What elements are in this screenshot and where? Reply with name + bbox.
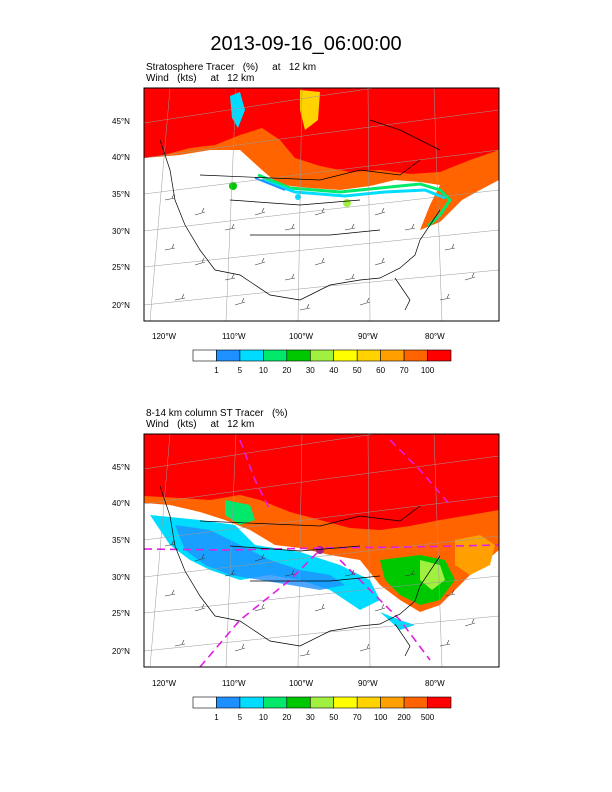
panel2-lon-label: 90°W	[358, 679, 378, 688]
colorbar-label: 100	[421, 366, 435, 375]
panel1-map	[143, 87, 500, 322]
colorbar-label: 500	[421, 713, 435, 722]
panel2-lat-axis: 45°N 40°N 35°N 30°N 25°N 20°N	[112, 463, 130, 656]
colorbar-label: 5	[238, 713, 243, 722]
colorbar-swatch	[309, 349, 335, 362]
colorbar-swatch	[356, 349, 381, 362]
panel1-lon-axis: 120°W 110°W 100°W 90°W 80°W	[152, 332, 445, 341]
panel2-colorbar: 1 5 10 20 30 50 70 100 200 500	[192, 696, 452, 722]
colorbar-swatch	[192, 349, 217, 362]
colorbar-label: 50	[353, 366, 362, 375]
panel1-lat-axis: 45°N 40°N 35°N 30°N 25°N 20°N	[112, 117, 130, 310]
panel1-colorbar: 1 5 10 20 30 40 50 60 70 100	[192, 349, 452, 375]
panel1-lon-label: 120°W	[152, 332, 177, 341]
panel2-lat-label: 30°N	[112, 573, 130, 582]
panel2-lat-label: 25°N	[112, 609, 130, 618]
colorbar-swatch	[333, 349, 358, 362]
colorbar-swatch	[403, 696, 428, 709]
colorbar-label: 10	[259, 713, 268, 722]
panel2-title-line2: Wind (kts) at 12 km	[146, 419, 255, 430]
panel2-lon-label: 80°W	[425, 679, 445, 688]
panel1-lat-label: 40°N	[112, 153, 130, 162]
colorbar-swatch	[356, 696, 381, 709]
panel1-lat-label: 20°N	[112, 301, 130, 310]
panel1-tracer-green-edge	[257, 173, 452, 228]
colorbar-label: 40	[329, 366, 338, 375]
colorbar-swatch	[380, 349, 405, 362]
panel1-lat-label: 45°N	[112, 117, 130, 126]
panel1-lat-label: 30°N	[112, 227, 130, 236]
panel2-lat-label: 20°N	[112, 647, 130, 656]
colorbar-swatch	[380, 696, 405, 709]
colorbar-swatch	[216, 349, 241, 362]
colorbar-swatch	[239, 349, 264, 362]
panel1-title-line2: Wind (kts) at 12 km	[146, 73, 255, 84]
panel1-lat-label: 35°N	[112, 190, 130, 199]
panel2-lat-label: 45°N	[112, 463, 130, 472]
panel1-title-line1: Stratosphere Tracer (%) at 12 km	[146, 62, 317, 73]
colorbar-swatch	[216, 696, 241, 709]
panel2-title-line1: 8-14 km column ST Tracer (%)	[146, 408, 288, 419]
panel2-tracer-red	[144, 434, 499, 530]
panel1-lon-label: 110°W	[222, 332, 246, 341]
colorbar-label: 100	[374, 713, 388, 722]
colorbar-label: 60	[376, 366, 385, 375]
colorbar-swatch	[333, 696, 358, 709]
colorbar-swatch	[403, 349, 428, 362]
panel1-lon-label: 80°W	[425, 332, 445, 341]
colorbar-swatch	[192, 696, 217, 709]
panel2-map	[143, 433, 500, 668]
colorbar-swatch	[263, 349, 288, 362]
colorbar-label: 30	[306, 366, 315, 375]
panel2-lon-label: 100°W	[289, 679, 314, 688]
panel1-lon-label: 90°W	[358, 332, 378, 341]
colorbar-label: 200	[397, 713, 411, 722]
colorbar-swatch	[263, 696, 288, 709]
colorbar-swatch	[286, 696, 311, 709]
colorbar-label: 20	[282, 713, 291, 722]
colorbar-label: 5	[238, 366, 243, 375]
panel2-lon-label: 110°W	[222, 679, 246, 688]
panel2-tracer-blue	[175, 525, 345, 590]
colorbar-swatch	[427, 696, 452, 709]
main-title: 2013-09-16_06:00:00	[210, 33, 402, 55]
panel2-lon-axis: 120°W 110°W 100°W 90°W 80°W	[152, 679, 445, 688]
colorbar-label: 1	[214, 713, 219, 722]
colorbar-swatch	[286, 349, 311, 362]
panel1-tracer-blue-edge	[261, 178, 446, 200]
panel1-lat-label: 25°N	[112, 263, 130, 272]
colorbar-label: 70	[400, 366, 409, 375]
colorbar-swatch	[239, 696, 264, 709]
colorbar-label: 10	[259, 366, 268, 375]
colorbar-label: 50	[329, 713, 338, 722]
colorbar-label: 70	[353, 713, 362, 722]
colorbar-label: 20	[282, 366, 291, 375]
panel2-lat-label: 40°N	[112, 499, 130, 508]
panel1-lon-label: 100°W	[289, 332, 314, 341]
colorbar-swatch	[309, 696, 335, 709]
colorbar-label: 1	[214, 366, 219, 375]
colorbar-swatch	[427, 349, 452, 362]
panel2-lon-label: 120°W	[152, 679, 177, 688]
panel2-lat-label: 35°N	[112, 536, 130, 545]
colorbar-label: 30	[306, 713, 315, 722]
